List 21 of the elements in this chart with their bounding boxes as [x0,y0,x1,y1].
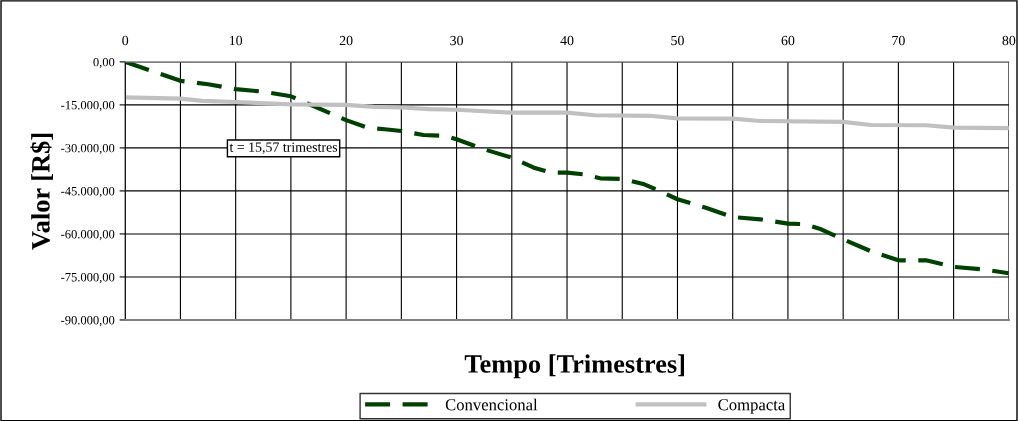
x-tick-label: 30 [450,35,463,46]
x-tick-label: 60 [781,35,795,46]
annotation: t = 15,57 trimestres [229,142,338,154]
y-axis-title: Valor [R$] [30,133,53,250]
legend-label: Convencional [445,398,538,411]
y-tick-label: -15.000,00 [61,100,115,112]
x-tick-label: 80 [1002,35,1016,46]
x-tick-label: 0 [122,35,129,46]
x-axis-title: Tempo [Trimestres] [464,354,685,379]
y-tick-label: -60.000,00 [61,229,115,241]
legend-label: Compacta [718,399,786,414]
x-tick-label: 50 [671,35,684,46]
y-tick-label: -30.000,00 [61,143,115,155]
y-tick-label: -75.000,00 [61,272,115,284]
y-tick-label: 0,00 [93,57,115,69]
y-tick-label: -45.000,00 [61,186,115,198]
x-tick-label: 20 [339,35,353,46]
y-tick-label: -90.000,00 [61,315,115,327]
x-tick-label: 10 [229,35,243,46]
x-tick-label: 40 [560,35,574,46]
x-tick-label: 70 [892,35,905,46]
